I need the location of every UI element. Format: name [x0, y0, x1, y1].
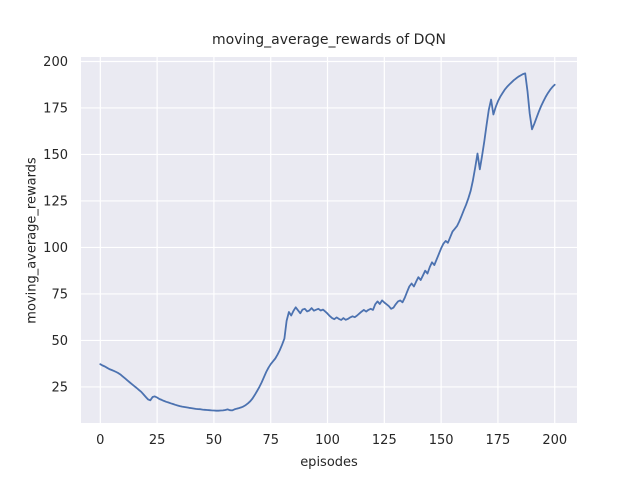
- x-tick-label: 125: [372, 433, 397, 448]
- y-tick-label: 50: [51, 334, 68, 349]
- x-tick-label: 0: [96, 433, 104, 448]
- gridlines: [81, 57, 577, 423]
- x-tick-label: 175: [486, 433, 511, 448]
- y-tick-label: 100: [43, 241, 68, 256]
- x-tick-label: 150: [429, 433, 454, 448]
- x-axis-label: episodes: [300, 455, 358, 470]
- y-tick-label: 25: [51, 380, 68, 395]
- reward-line-series: [99, 72, 556, 412]
- x-tick-label: 50: [206, 433, 223, 448]
- x-tick-label: 25: [149, 433, 166, 448]
- y-tick-label: 175: [43, 101, 68, 116]
- y-tick-label: 200: [43, 55, 68, 70]
- y-tick-labels: 25 50 75 100 125 150 175 200: [43, 55, 68, 395]
- chart-title: moving_average_rewards of DQN: [212, 32, 446, 48]
- y-tick-label: 150: [43, 148, 68, 163]
- x-tick-label: 75: [262, 433, 279, 448]
- y-axis-label: moving_average_rewards: [24, 157, 40, 324]
- y-tick-label: 125: [43, 194, 68, 209]
- plot-area: [81, 57, 577, 423]
- x-tick-label: 100: [315, 433, 340, 448]
- y-tick-label: 75: [51, 287, 68, 302]
- x-tick-labels: 0 25 50 75 100 125 150 175 200: [96, 433, 567, 448]
- x-tick-label: 200: [542, 433, 567, 448]
